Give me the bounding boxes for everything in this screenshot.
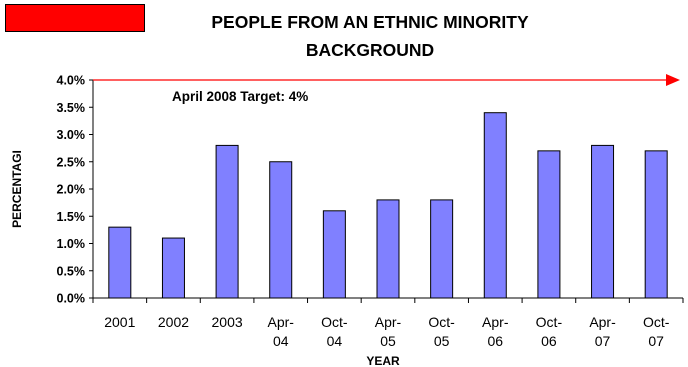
x-tick-label: 06 xyxy=(487,333,503,349)
y-tick-label: 3.0% xyxy=(57,128,86,142)
x-tick-label: 05 xyxy=(434,333,450,349)
x-tick-label: 07 xyxy=(595,333,611,349)
x-tick-label: Apr- xyxy=(482,314,509,330)
y-tick-label: 2.5% xyxy=(57,155,86,169)
x-tick-label: 04 xyxy=(327,333,343,349)
bar xyxy=(108,226,132,299)
bar-series xyxy=(108,112,668,299)
x-tick-label: Oct- xyxy=(643,314,670,330)
y-tick-label: 1.0% xyxy=(57,237,86,251)
bar xyxy=(483,112,507,299)
bar xyxy=(591,144,615,299)
x-tick-label: Apr- xyxy=(589,314,616,330)
bar xyxy=(322,210,346,299)
y-tick-label: 0.5% xyxy=(57,264,86,278)
bar xyxy=(430,199,454,299)
target-legend-swatch xyxy=(5,4,145,32)
x-tick-label: 2003 xyxy=(212,314,243,330)
y-tick-label: 0.0% xyxy=(57,292,86,306)
x-tick-label: 2002 xyxy=(158,314,189,330)
y-axis-title: PERCENTAGI xyxy=(10,150,24,228)
chart-title-line-1: PEOPLE FROM AN ETHNIC MINORITY xyxy=(211,12,529,32)
x-tick-label: 05 xyxy=(380,333,396,349)
x-axis-ticks: 2001 2002 2003 Apr- 04 Oct- 04 Apr- 05 Oct- 05 Apr-… xyxy=(92,298,684,349)
bar xyxy=(161,237,185,299)
x-tick-label: 2001 xyxy=(104,314,135,330)
y-tick-label: 2.0% xyxy=(57,183,86,197)
x-tick-label: 06 xyxy=(541,333,557,349)
chart-title-line-2: BACKGROUND xyxy=(305,40,435,60)
target-line-group xyxy=(93,74,680,86)
bar xyxy=(269,161,293,299)
x-axis-title: YEAR xyxy=(366,354,400,367)
y-tick-label: 3.5% xyxy=(57,101,86,115)
x-tick-label: 07 xyxy=(648,333,664,349)
y-tick-label: 4.0% xyxy=(57,74,86,88)
x-tick-label: 04 xyxy=(273,333,289,349)
target-arrow-icon xyxy=(666,74,680,86)
target-label: April 2008 Target: 4% xyxy=(172,89,308,104)
bar xyxy=(376,199,400,299)
x-tick-label: Oct- xyxy=(536,314,563,330)
bar xyxy=(537,150,561,299)
x-tick-label: Oct- xyxy=(428,314,455,330)
bar xyxy=(215,144,239,299)
x-tick-label: Apr- xyxy=(268,314,295,330)
bar xyxy=(644,150,668,299)
y-tick-label: 1.5% xyxy=(57,210,86,224)
x-tick-label: Apr- xyxy=(375,314,402,330)
x-tick-label: Oct- xyxy=(321,314,348,330)
y-axis-ticks: 0.0% 0.5% 1.0% 1.5% 2.0% 2.5% 3.0% 3.5% 4.0% xyxy=(57,74,93,306)
